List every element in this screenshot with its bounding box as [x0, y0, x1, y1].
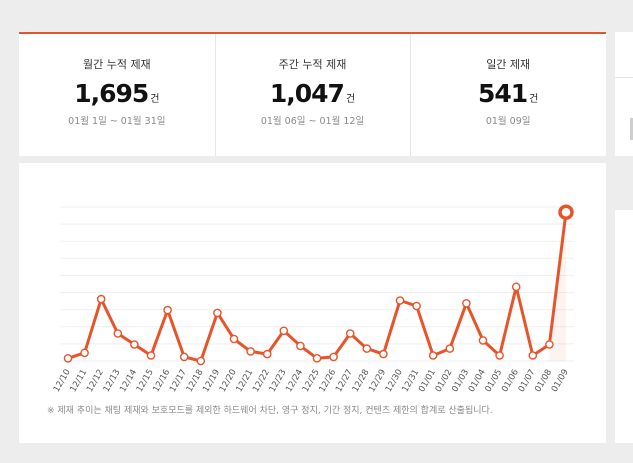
side-panel	[615, 32, 633, 156]
stat-unit: 건	[529, 94, 539, 105]
data-point	[146, 351, 156, 360]
stat-value-row: 1,695 건	[19, 79, 215, 109]
stat-range: 01월 06일 ~ 01월 12일	[260, 116, 365, 127]
stat-monthly: 월간 누적 제재 1,695 건 01월 1일 ~ 01월 31일	[19, 34, 215, 156]
stat-label: 월간 누적 제재	[82, 58, 151, 71]
x-tick-label: 01/09	[550, 368, 571, 394]
data-point	[179, 352, 189, 362]
data-point	[130, 340, 139, 349]
stat-unit: 건	[150, 94, 160, 105]
side-scroll-mark	[630, 118, 633, 140]
stat-range: 01월 1일 ~ 01월 31일	[68, 116, 166, 127]
data-point	[495, 351, 504, 360]
chart-note: ※ 제재 추이는 채팅 제재와 보호모드를 제외한 하드웨어 차단, 영구 정지…	[47, 406, 493, 416]
data-point	[96, 294, 106, 304]
data-point	[113, 329, 123, 338]
side-panel-lower	[615, 210, 633, 443]
stat-value-row: 541 건	[410, 79, 606, 109]
data-point	[545, 340, 554, 349]
data-point	[262, 349, 272, 359]
data-point	[462, 298, 471, 308]
sanction-trend-chart: 12/1012/1112/1212/1312/1412/1512/1612/17…	[52, 204, 574, 394]
stat-value-row: 1,047 건	[215, 79, 411, 109]
data-point	[80, 348, 89, 358]
data-point	[229, 334, 239, 344]
data-point	[163, 305, 172, 315]
stat-value: 1,047	[269, 79, 345, 108]
data-point	[246, 347, 255, 356]
stat-daily: 일간 제재 541 건 01월 09일	[410, 34, 606, 156]
data-point	[213, 308, 222, 318]
data-point	[379, 349, 388, 359]
data-point-highlight	[558, 204, 574, 220]
stat-range: 01월 09일	[485, 116, 531, 127]
stat-value: 1,695	[74, 79, 149, 108]
data-point	[345, 329, 355, 338]
stats-panel: 월간 누적 제재 1,695 건 01월 1일 ~ 01월 31일 주간 누적 제…	[19, 32, 606, 156]
data-point	[395, 296, 405, 305]
data-point	[296, 341, 305, 351]
data-point	[196, 356, 206, 366]
data-point	[445, 344, 455, 353]
stat-label: 일간 제재	[486, 58, 531, 71]
stat-value: 541	[477, 79, 528, 108]
series-line	[66, 210, 568, 363]
chart-card: 12/10 12/11 12/12 12/13 12/14 12/15 12/16 12/17…	[19, 163, 606, 443]
data-point	[478, 336, 488, 345]
data-point	[511, 282, 521, 292]
data-point	[279, 326, 289, 336]
data-point	[428, 351, 438, 360]
data-point	[329, 352, 338, 362]
side-divider	[615, 77, 633, 78]
stat-label: 주간 누적 제재	[278, 58, 347, 71]
stat-weekly: 주간 누적 제재 1,047 건 01월 06일 ~ 01월 12일	[214, 34, 411, 156]
data-point	[362, 344, 372, 353]
data-point	[63, 353, 73, 363]
data-point	[312, 353, 322, 363]
data-point	[528, 351, 538, 360]
stat-unit: 건	[345, 94, 356, 105]
data-point	[412, 301, 421, 311]
